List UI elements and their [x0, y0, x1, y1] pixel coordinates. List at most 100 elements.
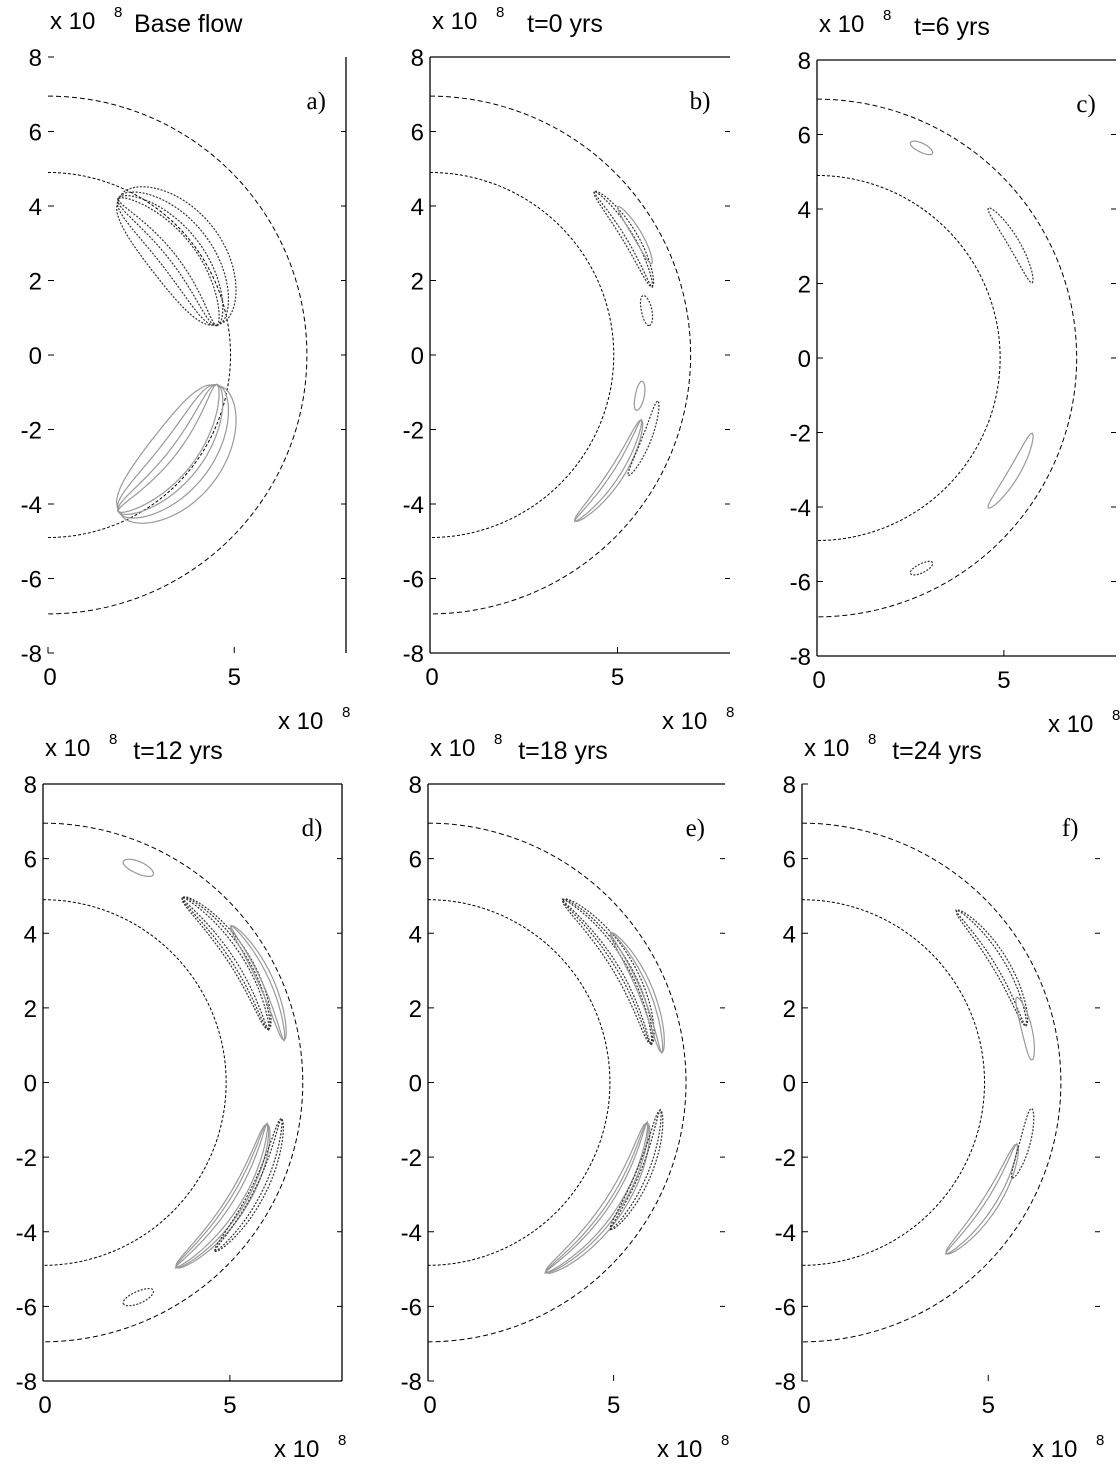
- contour-negative-1-level-0: [181, 896, 272, 1031]
- contour-positive-1-level-0: [616, 205, 653, 265]
- y-axis-scale-label: x 10: [45, 735, 90, 762]
- x-tick-label: 0: [797, 1392, 810, 1419]
- contour-positive-3-level-0: [174, 1122, 271, 1269]
- panel-title: t=12 yrs: [133, 737, 223, 765]
- x-tick-label: 5: [607, 1392, 620, 1419]
- y-tick-label: -2: [790, 421, 811, 448]
- x-axis-scale-label-exponent: 8: [1112, 707, 1120, 724]
- y-tick-label: -8: [21, 641, 42, 668]
- y-axis-scale-label-exponent: 8: [109, 731, 117, 748]
- contour-positive-2-level-0: [544, 1121, 651, 1275]
- y-tick-label: 4: [24, 921, 37, 948]
- x-axis-scale-label-exponent: 8: [721, 1432, 729, 1449]
- panel-letter: c): [1076, 91, 1095, 118]
- contour-negative-4-level-1: [213, 1116, 283, 1253]
- contour-positive-2-level-2: [543, 1120, 649, 1274]
- y-axis-scale-label: x 10: [430, 735, 475, 762]
- y-tick-label: -6: [790, 570, 811, 597]
- contour-positive-1-level-2: [117, 383, 224, 516]
- contour-positive-1-level-0: [1015, 996, 1035, 1061]
- panel-title: t=18 yrs: [518, 737, 608, 765]
- panel-letter: a): [306, 88, 325, 115]
- y-tick-label: -8: [16, 1369, 37, 1396]
- y-tick-label: 4: [798, 197, 811, 224]
- x-tick-label: 5: [982, 1392, 995, 1419]
- y-axis-scale-label-exponent: 8: [114, 4, 122, 21]
- y-tick-label: -8: [403, 641, 424, 668]
- panel-letter: b): [690, 88, 711, 115]
- y-axis-scale-label-exponent: 8: [496, 4, 504, 21]
- panel-title: t=24 yrs: [892, 737, 982, 765]
- contour-negative-0-level-1: [593, 190, 654, 289]
- y-tick-label: 2: [409, 996, 422, 1023]
- panel-letter: d): [302, 815, 323, 842]
- y-tick-label: 0: [798, 346, 811, 373]
- panel-letter: e): [686, 815, 705, 842]
- x-tick-label: 0: [423, 1392, 436, 1419]
- contour-negative-3-level-0: [909, 560, 934, 576]
- contour-positive-3-level-2: [174, 1121, 269, 1269]
- outer-boundary: [427, 822, 686, 1343]
- x-tick-label: 0: [43, 664, 56, 691]
- y-tick-label: -2: [775, 1145, 796, 1172]
- inner-boundary: [47, 171, 231, 539]
- y-tick-label: 2: [24, 996, 37, 1023]
- contour-positive-2-level-1: [544, 1120, 650, 1274]
- contour-negative-0-level-1: [117, 191, 230, 327]
- contour-positive-0-level-0: [909, 140, 934, 156]
- contour-negative-4-level-0: [214, 1117, 284, 1253]
- panel-title: t=6 yrs: [914, 13, 990, 41]
- contour-positive-1-level-1: [609, 931, 664, 1055]
- outer-boundary: [47, 95, 307, 615]
- y-tick-label: -4: [16, 1220, 37, 1247]
- y-tick-label: 6: [783, 847, 796, 874]
- y-tick-label: 8: [24, 772, 37, 799]
- y-tick-label: 0: [783, 1071, 796, 1098]
- panel-title: Base flow: [134, 10, 243, 38]
- y-tick-label: 8: [411, 45, 424, 72]
- y-axis-scale-label-exponent: 8: [868, 731, 876, 748]
- y-axis-scale-label: x 10: [819, 11, 864, 38]
- contour-negative-1-level-0: [987, 207, 1034, 284]
- inner-boundary: [429, 171, 615, 539]
- inner-boundary: [427, 899, 610, 1266]
- contour-negative-0-level-0: [561, 898, 655, 1046]
- contour-negative-0-level-1: [955, 909, 1028, 1028]
- x-tick-label: 0: [425, 664, 438, 691]
- y-tick-label: 6: [29, 120, 42, 147]
- y-tick-label: 8: [409, 772, 422, 799]
- y-tick-label: -8: [790, 644, 811, 671]
- contour-negative-3-level-1: [609, 1108, 662, 1231]
- x-axis-scale-label: x 10: [1048, 711, 1093, 738]
- y-axis-scale-label-exponent: 8: [883, 7, 891, 24]
- y-tick-label: -8: [775, 1369, 796, 1396]
- x-axis-scale-label-exponent: 8: [1096, 1432, 1104, 1449]
- y-tick-label: 6: [798, 123, 811, 150]
- contour-positive-5-level-0: [633, 380, 646, 412]
- contour-negative-0-level-0: [593, 190, 655, 288]
- contour-positive-3-level-0: [574, 418, 644, 523]
- x-tick-label: 5: [228, 664, 241, 691]
- x-tick-label: 5: [223, 1392, 236, 1419]
- x-axis-scale-label-exponent: 8: [342, 704, 350, 721]
- inner-boundary: [42, 899, 227, 1266]
- y-tick-label: -4: [403, 492, 424, 519]
- y-tick-label: 2: [411, 269, 424, 296]
- x-tick-label: 5: [997, 667, 1010, 694]
- y-tick-label: 2: [798, 272, 811, 299]
- y-tick-label: 2: [783, 996, 796, 1023]
- panel-letter: f): [1062, 815, 1079, 842]
- y-tick-label: -6: [21, 567, 42, 594]
- contour-positive-1-level-3: [117, 383, 220, 514]
- contour-negative-2-level-0: [639, 294, 654, 327]
- y-tick-label: 8: [29, 45, 42, 72]
- contour-positive-1-level-1: [117, 383, 230, 519]
- y-tick-label: -4: [21, 492, 42, 519]
- y-tick-label: 6: [409, 847, 422, 874]
- y-axis-scale-label: x 10: [50, 8, 95, 35]
- y-axis-scale-label-exponent: 8: [494, 731, 502, 748]
- outer-boundary: [42, 822, 303, 1343]
